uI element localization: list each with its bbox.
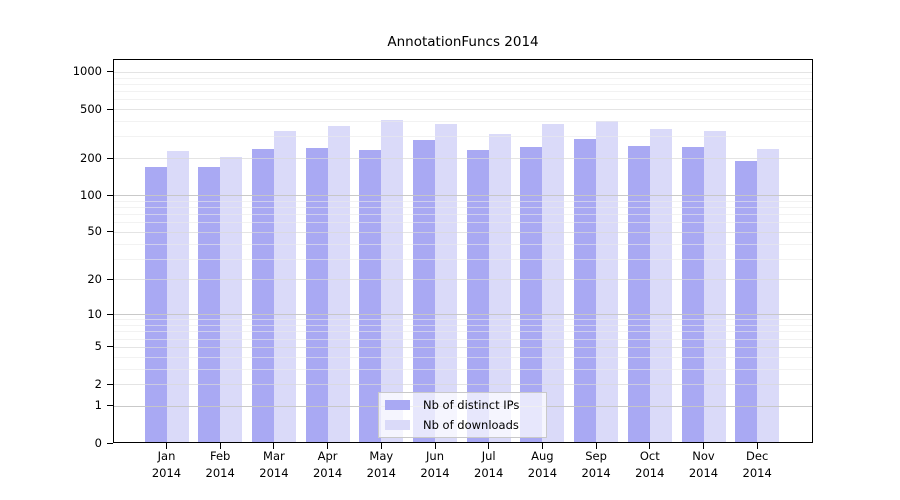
bar-distinct-ips-dec bbox=[735, 160, 758, 443]
gridline-minor bbox=[113, 91, 813, 92]
y-tick bbox=[107, 442, 113, 444]
bar-distinct-ips-jul bbox=[466, 150, 489, 443]
x-tick bbox=[327, 443, 329, 449]
x-tick-label: Sep 2014 bbox=[581, 449, 611, 480]
x-tick-label: Jul 2014 bbox=[474, 449, 504, 480]
y-tick-label: 20 bbox=[87, 271, 102, 286]
gridline-minor bbox=[113, 258, 813, 260]
gridline-minor bbox=[113, 319, 813, 321]
y-tick bbox=[107, 157, 113, 159]
gridline bbox=[113, 384, 813, 385]
y-tick-label: 500 bbox=[80, 101, 102, 116]
gridline-minor bbox=[113, 200, 813, 202]
plot-frame bbox=[113, 59, 813, 443]
legend-item-distinct-ips: Nb of distinct IPs bbox=[379, 395, 546, 415]
bar-downloads-jun bbox=[435, 124, 457, 443]
gridline-minor bbox=[113, 206, 813, 208]
bar-distinct-ips-jan bbox=[144, 166, 167, 443]
legend-swatch-downloads bbox=[385, 420, 410, 430]
y-tick-label: 50 bbox=[87, 224, 102, 239]
x-tick bbox=[703, 443, 704, 449]
gridline bbox=[113, 231, 813, 233]
y-tick-label: 100 bbox=[80, 187, 102, 202]
gridline-minor bbox=[113, 331, 813, 333]
x-tick bbox=[595, 443, 597, 449]
x-tick-label: Mar 2014 bbox=[259, 449, 289, 480]
bar-downloads-feb bbox=[220, 156, 243, 443]
gridline-minor bbox=[113, 338, 813, 340]
chart-title: AnnotationFuncs 2014 bbox=[387, 34, 539, 50]
y-tick-label: 10 bbox=[87, 306, 102, 321]
bar-downloads-mar bbox=[273, 131, 296, 443]
legend-swatch-distinct-ips bbox=[385, 400, 410, 410]
x-tick bbox=[649, 443, 651, 449]
y-tick-label: 5 bbox=[94, 339, 102, 354]
bar-downloads-nov bbox=[703, 131, 726, 443]
gridline-major bbox=[113, 195, 813, 197]
bar-distinct-ips-jun bbox=[413, 140, 435, 443]
x-tick-label: Aug 2014 bbox=[527, 449, 558, 480]
gridline-minor bbox=[113, 214, 813, 215]
x-tick bbox=[380, 443, 382, 449]
gridline-minor bbox=[113, 77, 813, 79]
gridline-minor bbox=[113, 121, 813, 122]
gridline bbox=[113, 158, 813, 160]
y-tick-label: 200 bbox=[80, 150, 102, 165]
gridline-minor bbox=[113, 243, 813, 245]
legend-label-downloads: Nb of downloads bbox=[423, 418, 519, 432]
x-tick-label: Apr 2014 bbox=[312, 449, 343, 480]
bar-distinct-ips-sep bbox=[574, 139, 597, 443]
bar-downloads-aug bbox=[542, 123, 565, 443]
gridline-minor bbox=[113, 99, 813, 101]
bar-distinct-ips-may bbox=[359, 149, 382, 443]
x-tick bbox=[219, 443, 221, 449]
y-tick bbox=[107, 108, 113, 110]
gridline-minor bbox=[113, 368, 813, 370]
y-tick-label: 1000 bbox=[72, 64, 102, 79]
x-tick-label: Nov 2014 bbox=[688, 449, 719, 480]
x-tick-label: Feb 2014 bbox=[205, 449, 235, 480]
x-tick-label: Dec 2014 bbox=[742, 449, 772, 480]
bar-distinct-ips-feb bbox=[198, 166, 221, 443]
bar-downloads-jul bbox=[488, 134, 511, 443]
y-tick-label: 1 bbox=[94, 398, 102, 413]
gridline bbox=[113, 346, 813, 348]
x-tick-label: Jun 2014 bbox=[420, 449, 450, 480]
x-tick bbox=[434, 443, 436, 449]
gridline-minor bbox=[113, 136, 813, 138]
legend-label-distinct-ips: Nb of distinct IPs bbox=[423, 398, 520, 412]
x-tick bbox=[488, 443, 490, 449]
x-tick bbox=[541, 443, 543, 449]
y-tick bbox=[107, 346, 113, 348]
x-tick-label: May 2014 bbox=[366, 449, 396, 480]
bar-downloads-jan bbox=[166, 151, 189, 443]
x-tick bbox=[273, 443, 275, 449]
x-tick-label: Jan 2014 bbox=[151, 449, 182, 480]
legend-item-downloads: Nb of downloads bbox=[379, 415, 546, 435]
bar-downloads-may bbox=[381, 119, 404, 443]
x-tick bbox=[166, 443, 167, 449]
gridline bbox=[113, 279, 813, 281]
gridline-major bbox=[113, 314, 813, 316]
legend: Nb of distinct IPs Nb of downloads bbox=[378, 392, 547, 438]
y-tick bbox=[107, 405, 113, 407]
y-tick-label: 0 bbox=[94, 435, 102, 450]
gridline-minor bbox=[113, 356, 813, 358]
gridline-minor bbox=[113, 83, 813, 85]
gridline-minor bbox=[113, 222, 813, 224]
y-tick-label: 2 bbox=[94, 376, 102, 391]
bar-downloads-apr bbox=[327, 126, 350, 443]
y-tick bbox=[107, 313, 113, 315]
y-tick bbox=[107, 71, 113, 73]
gridline-minor bbox=[113, 325, 813, 326]
gridline bbox=[113, 71, 813, 73]
y-tick bbox=[107, 194, 113, 196]
y-tick bbox=[107, 231, 113, 233]
x-tick-label: Oct 2014 bbox=[635, 449, 665, 480]
y-tick bbox=[107, 383, 113, 385]
x-tick bbox=[756, 443, 758, 449]
y-tick bbox=[107, 278, 113, 280]
gridline bbox=[113, 109, 813, 110]
